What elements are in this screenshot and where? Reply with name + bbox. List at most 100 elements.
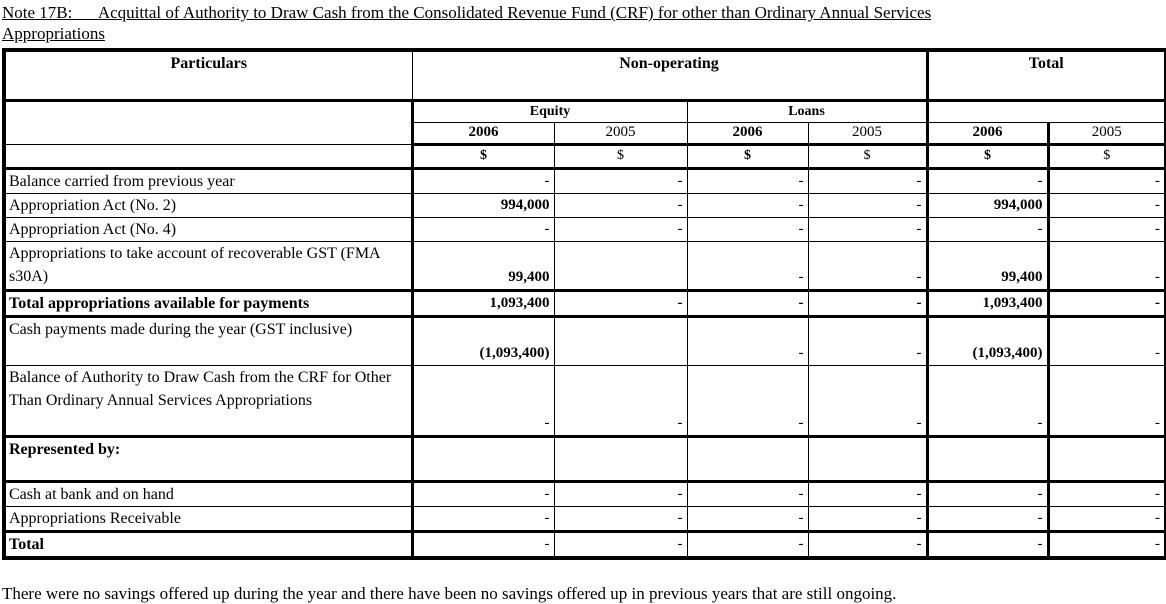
cell-total-2006: - bbox=[925, 505, 1049, 532]
header-row-years: 2006 2005 2006 2005 2006 2005 bbox=[4, 121, 1166, 146]
cell-equity-2005: - bbox=[553, 288, 688, 318]
cell-equity-2005: - bbox=[553, 505, 688, 532]
cell-total-2006: 1,093,400 bbox=[925, 288, 1049, 318]
cell-equity-2005: - bbox=[553, 192, 688, 218]
cell-total-2006 bbox=[925, 435, 1049, 483]
row-label: Balance of Authority to Draw Cash from t… bbox=[3, 364, 413, 438]
title-gap bbox=[72, 3, 98, 22]
cell-equity-2006: - bbox=[410, 216, 555, 242]
cell-loans-2006: - bbox=[686, 315, 809, 366]
cell-loans-2006 bbox=[686, 435, 809, 483]
cell-total-2006: 99,400 bbox=[925, 240, 1049, 291]
table-row: Balance carried from previous year - - -… bbox=[3, 167, 1166, 194]
header-row-currency: $ $ $ $ $ $ bbox=[3, 143, 1166, 170]
particulars-blank-cell bbox=[3, 99, 413, 145]
cell-total-2005: - bbox=[1046, 288, 1166, 318]
year-header-equity-2005: 2005 bbox=[553, 121, 688, 146]
table-row-total-appropriations: Total appropriations available for payme… bbox=[3, 288, 1166, 318]
col-header-total: Total bbox=[925, 49, 1166, 102]
cell-equity-2006: - bbox=[410, 364, 555, 438]
table-row-balance-of-authority: Balance of Authority to Draw Cash from t… bbox=[3, 364, 1166, 438]
cell-total-2006: - bbox=[925, 364, 1049, 438]
cell-equity-2006: - bbox=[410, 480, 555, 507]
cell-loans-2006: - bbox=[686, 505, 809, 532]
currency-header-equity-2006: $ bbox=[410, 143, 555, 170]
cell-total-2005 bbox=[1046, 435, 1166, 483]
cell-equity-2005: - bbox=[553, 364, 688, 438]
cell-loans-2005: - bbox=[807, 288, 928, 318]
cell-equity-2006 bbox=[410, 435, 555, 483]
cell-equity-2005 bbox=[553, 240, 688, 291]
cell-total-2006: - bbox=[925, 480, 1049, 507]
year-header-equity-2006: 2006 bbox=[410, 121, 555, 146]
cell-equity-2006: 994,000 bbox=[410, 192, 555, 218]
cell-loans-2006: - bbox=[686, 192, 809, 218]
year-header-total-2006: 2006 bbox=[925, 121, 1049, 146]
cell-loans-2006: - bbox=[686, 167, 809, 194]
cell-loans-2006: - bbox=[686, 240, 809, 291]
cell-loans-2005: - bbox=[807, 315, 928, 366]
cell-total-2005: - bbox=[1046, 167, 1166, 194]
row-label: Represented by: bbox=[3, 435, 413, 483]
table-row: Appropriation Act (No. 2) 994,000 - - - … bbox=[3, 192, 1166, 218]
cell-loans-2005: - bbox=[807, 364, 928, 438]
table-row: Cash at bank and on hand - - - - - - bbox=[3, 480, 1166, 507]
cell-equity-2005: - bbox=[553, 216, 688, 242]
cell-equity-2005 bbox=[553, 435, 688, 483]
year-header-loans-2005: 2005 bbox=[807, 121, 928, 146]
cell-loans-2005: - bbox=[807, 167, 928, 194]
year-header-loans-2006: 2006 bbox=[686, 121, 809, 146]
table-row-represented-by: Represented by: bbox=[3, 435, 1166, 483]
cell-equity-2006: 99,400 bbox=[410, 240, 555, 291]
row-label: Appropriation Act (No. 4) bbox=[3, 216, 413, 242]
currency-header-total-2006: $ bbox=[925, 143, 1049, 170]
cell-total-2005: - bbox=[1046, 315, 1166, 366]
cell-total-2006: - bbox=[925, 167, 1049, 194]
note-title: Note 17B: Acquittal of Authority to Draw… bbox=[2, 2, 1162, 44]
note-number: Note 17B: bbox=[2, 3, 73, 22]
cell-total-2005: - bbox=[1046, 364, 1166, 438]
particulars-currency-blank-cell bbox=[3, 143, 413, 170]
cell-total-2005: - bbox=[1046, 480, 1166, 507]
year-header-total-2005: 2005 bbox=[1046, 121, 1166, 146]
row-label: Total appropriations available for payme… bbox=[3, 288, 413, 318]
header-row-subgroups: Equity Loans bbox=[3, 99, 1166, 145]
note-title-text-line2: Appropriations bbox=[2, 24, 105, 43]
cell-equity-2005: - bbox=[553, 480, 688, 507]
col-header-loans: Loans bbox=[686, 99, 928, 123]
cell-loans-2005: - bbox=[807, 216, 928, 242]
row-label: Appropriation Act (No. 2) bbox=[3, 192, 413, 218]
cell-equity-2005: - bbox=[553, 167, 688, 194]
cell-loans-2005: - bbox=[807, 505, 928, 532]
cell-total-2005: - bbox=[1046, 529, 1166, 558]
cell-equity-2006: - bbox=[410, 505, 555, 532]
cell-loans-2005: - bbox=[807, 240, 928, 291]
cell-total-2006: - bbox=[925, 529, 1049, 558]
currency-header-loans-2005: $ bbox=[807, 143, 928, 170]
cell-loans-2005: - bbox=[807, 480, 928, 507]
cell-equity-2006: 1,093,400 bbox=[410, 288, 555, 318]
table-row: Cash payments made during the year (GST … bbox=[3, 315, 1166, 366]
cell-total-2006: - bbox=[925, 216, 1049, 242]
savings-footnote: There were no savings offered up during … bbox=[2, 583, 897, 603]
table-row-total: Total - - - - - - bbox=[3, 529, 1166, 558]
cell-total-2005: - bbox=[1046, 240, 1166, 291]
cell-total-2005: - bbox=[1046, 505, 1166, 532]
col-header-particulars: Particulars bbox=[3, 49, 413, 102]
table-row: Appropriations Receivable - - - - - - bbox=[3, 505, 1166, 532]
cell-total-2006: (1,093,400) bbox=[925, 315, 1049, 366]
currency-header-loans-2006: $ bbox=[686, 143, 809, 170]
cell-equity-2005 bbox=[553, 315, 688, 366]
cell-loans-2006: - bbox=[686, 529, 809, 558]
cell-equity-2006: - bbox=[410, 529, 555, 558]
row-label: Appropriations Receivable bbox=[3, 505, 413, 532]
currency-header-total-2005: $ bbox=[1046, 143, 1166, 170]
table-row: Appropriation Act (No. 4) - - - - - - bbox=[3, 216, 1166, 242]
cell-loans-2005 bbox=[807, 435, 928, 483]
cell-equity-2006: (1,093,400) bbox=[410, 315, 555, 366]
cell-loans-2006: - bbox=[686, 480, 809, 507]
cell-total-2005: - bbox=[1046, 216, 1166, 242]
cell-total-2005: - bbox=[1046, 192, 1166, 218]
currency-header-equity-2005: $ bbox=[553, 143, 688, 170]
